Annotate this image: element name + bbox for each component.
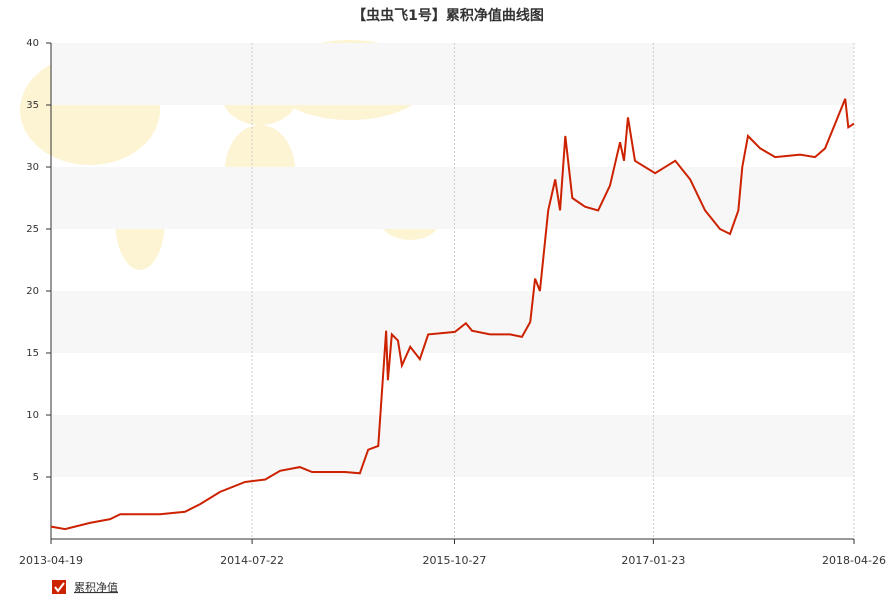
x-tick-label: 2013-04-19 (19, 554, 83, 567)
grid-band (51, 415, 854, 477)
y-tick-label: 5 (33, 472, 39, 483)
x-tick-label: 2015-10-27 (423, 554, 487, 567)
legend-checkbox[interactable] (52, 580, 66, 594)
chart-title: 【虫虫飞1号】累积净值曲线图 (352, 7, 544, 24)
grid-band (51, 167, 854, 229)
y-tick-label: 40 (26, 38, 39, 49)
y-tick-label: 25 (26, 224, 39, 235)
legend-label[interactable]: 累积净值 (74, 580, 118, 594)
series-line (50, 98, 855, 531)
x-tick-label: 2017-01-23 (621, 554, 685, 567)
y-tick-label: 20 (26, 286, 39, 297)
grid-band (51, 43, 854, 105)
grid-band (51, 291, 854, 353)
y-tick-label: 30 (26, 162, 39, 173)
x-tick-label: 2014-07-22 (220, 554, 284, 567)
x-tick-label: 2018-04-26 (822, 554, 886, 567)
check-icon (54, 582, 65, 593)
y-tick-label: 10 (26, 410, 39, 421)
y-tick-label: 15 (26, 348, 39, 359)
y-tick-label: 35 (26, 100, 39, 111)
